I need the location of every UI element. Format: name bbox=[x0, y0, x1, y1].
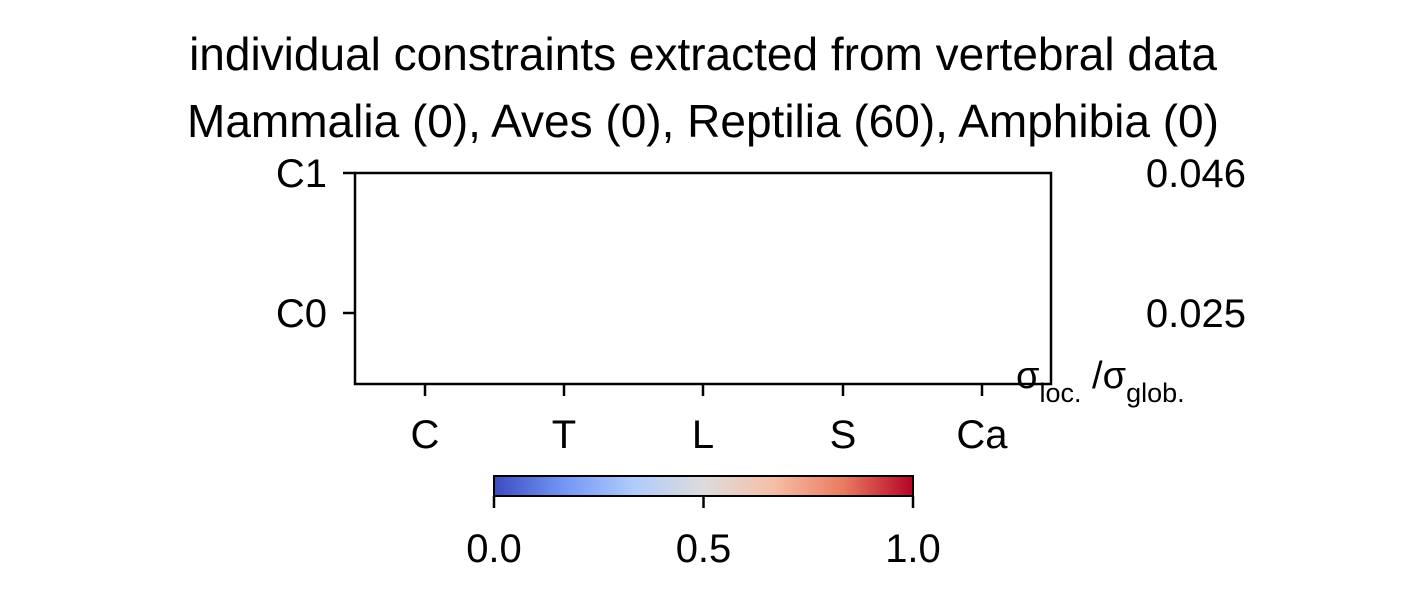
row-value-axis-label: σloc. /σglob. bbox=[1016, 355, 1185, 408]
y-tick-label: C1 bbox=[276, 152, 327, 196]
x-tick-label: C bbox=[411, 413, 440, 457]
colorbar-gradient bbox=[493, 475, 914, 497]
plot-area: C T L S Ca C0 C1 0.025 0.046 bbox=[276, 152, 1246, 457]
colorbar-tick-label: 1.0 bbox=[885, 527, 941, 571]
row-value-label-sigma-loc: σ bbox=[1016, 355, 1039, 397]
row-value-label: 0.046 bbox=[1146, 152, 1246, 196]
y-tick-label: C0 bbox=[276, 292, 327, 336]
plot-frame bbox=[353, 171, 1053, 386]
row-value-label-separator: / bbox=[1081, 355, 1103, 397]
x-tick-label: S bbox=[830, 413, 857, 457]
row-value-label-sub-loc: loc. bbox=[1039, 378, 1081, 408]
colorbar-ticks: 0.0 0.5 1.0 bbox=[466, 496, 941, 571]
colorbar-tick-label: 0.0 bbox=[466, 527, 522, 571]
y-axis: C0 C1 bbox=[276, 152, 355, 336]
row-value-label: 0.025 bbox=[1146, 292, 1246, 336]
x-tick-label: L bbox=[692, 413, 714, 457]
x-tick-label: Ca bbox=[956, 413, 1008, 457]
chart-title: individual constraints extracted from ve… bbox=[189, 28, 1217, 80]
colorbar-tick-label: 0.5 bbox=[676, 527, 732, 571]
row-value-label-sub-glob: glob. bbox=[1126, 378, 1185, 408]
chart-subtitle: Mammalia (0), Aves (0), Reptilia (60), A… bbox=[187, 95, 1219, 147]
colorbar: 0.0 0.5 1.0 bbox=[466, 475, 941, 571]
x-tick-label: T bbox=[552, 413, 576, 457]
x-axis: C T L S Ca bbox=[411, 384, 1008, 457]
row-value-label-sigma-glob: σ bbox=[1103, 355, 1126, 397]
row-value-labels: 0.025 0.046 bbox=[1146, 152, 1246, 336]
